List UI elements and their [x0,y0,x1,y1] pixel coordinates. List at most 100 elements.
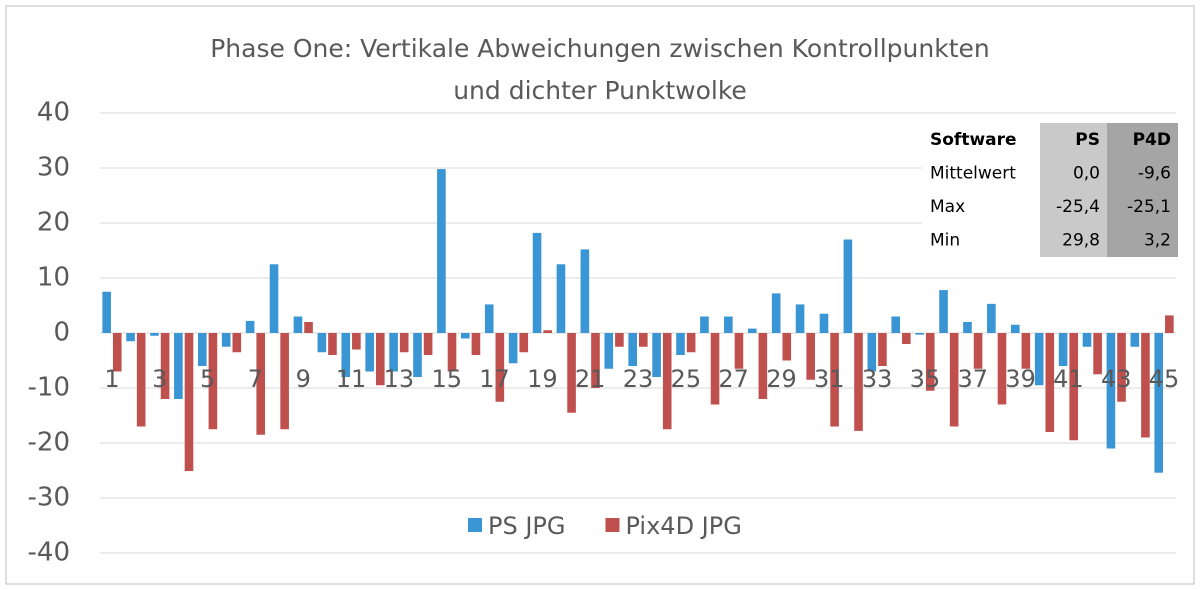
bar [997,333,1007,405]
bar [710,333,720,405]
bar [1010,324,1020,333]
bar [758,333,768,399]
bar [591,333,600,388]
bar [184,333,194,472]
x-tick-label: 3 [152,365,167,393]
bar [269,264,279,333]
bar [437,169,446,333]
x-tick-label: 9 [296,365,311,393]
x-tick-label: 29 [766,365,797,393]
bar [963,322,972,333]
y-tick-label: -20 [28,428,70,458]
bar [973,333,983,369]
bar [891,316,901,333]
bar [293,316,303,333]
bar [1130,333,1140,347]
table-cell: 3,2 [1144,230,1171,250]
bar [150,333,159,336]
bar [854,333,863,431]
x-tick-label: 27 [718,365,749,393]
bar [102,291,111,333]
bar [1154,333,1164,473]
bar [819,313,829,333]
bar [1058,333,1068,366]
bar [126,333,135,342]
bar [878,333,887,366]
table-cell: -25,4 [1056,197,1100,217]
bar [519,333,529,353]
bar [221,333,231,347]
x-tick-label: 31 [814,365,845,393]
bar [280,333,289,430]
bar [471,333,481,355]
bar [112,333,122,372]
x-tick-label: 13 [384,365,415,393]
table-cell: -9,6 [1138,163,1171,183]
x-tick-label: 7 [248,365,263,393]
bar [925,333,935,391]
bar [208,333,218,430]
bar [256,333,266,435]
x-tick-label: 11 [336,365,367,393]
x-tick-label: 35 [910,365,941,393]
table-cell: 29,8 [1062,230,1100,250]
y-tick-label: 0 [53,318,70,348]
bar [136,333,146,427]
bar [399,333,409,353]
bar [423,333,433,355]
bar [317,333,327,353]
bar [1106,333,1116,449]
bar [830,333,839,427]
bar [567,333,576,413]
bar [461,333,470,339]
table-column [1107,123,1178,257]
bar [245,320,255,333]
bar [1093,333,1102,375]
bar [484,304,494,333]
bar [795,304,805,333]
bar [949,333,959,427]
bar [662,333,672,430]
bar [724,316,733,333]
table-cell: Mittelwert [930,163,1016,183]
bar [1141,333,1150,438]
bar [686,333,696,353]
bar [676,333,685,355]
bar [843,239,853,333]
x-tick-label: 37 [957,365,988,393]
bar [734,333,744,369]
y-tick-label: 40 [37,98,70,128]
bar [639,333,648,347]
bar [1082,333,1092,347]
x-tick-label: 39 [1005,365,1036,393]
x-tick-label: 19 [527,365,558,393]
bar [915,333,924,335]
bar [447,333,457,372]
chart-title: und dichter Punktwolke [453,76,747,105]
y-tick-label: -30 [28,483,70,513]
table-cell: Min [930,230,960,250]
bar [304,322,313,333]
bar [532,232,542,333]
legend-label: Pix4D JPG [625,512,741,540]
bar [1165,315,1174,333]
bar [782,333,792,361]
y-tick-label: 10 [37,263,70,293]
y-tick-label: 20 [37,208,70,238]
x-tick-label: 43 [1101,365,1132,393]
bar [495,333,505,402]
chart-title: Phase One: Vertikale Abweichungen zwisch… [210,34,990,63]
x-tick-label: 23 [623,365,654,393]
x-tick-label: 15 [431,365,462,393]
bar [543,330,552,333]
bar [604,333,614,369]
x-tick-label: 17 [479,365,510,393]
bar [987,303,996,333]
y-tick-label: -40 [28,538,70,568]
bar [328,333,337,355]
bar [1021,333,1031,369]
bar [700,316,709,333]
bar [1069,333,1079,441]
bar [806,333,815,380]
x-tick-label: 25 [671,365,702,393]
